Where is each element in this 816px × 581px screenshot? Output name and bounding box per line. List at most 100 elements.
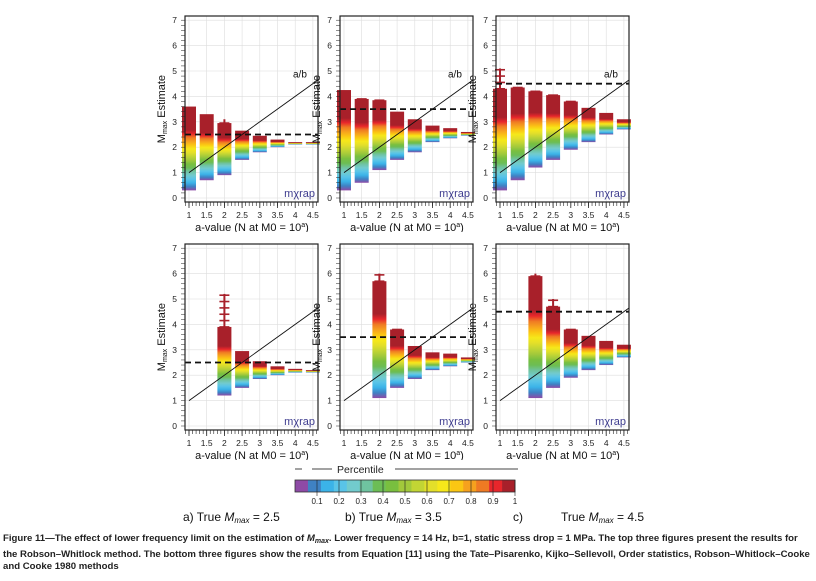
y-tick-label: 1 [483, 168, 488, 178]
x-axis-label: a-value (N at M0 = 10a) [506, 222, 620, 232]
label-prefix: True [561, 510, 589, 524]
x-tick-label: 3 [568, 438, 573, 448]
y-tick-label: 1 [172, 168, 177, 178]
percentile-bar [270, 366, 285, 376]
percentile-bar [354, 98, 369, 183]
x-tick-label: 3 [257, 438, 262, 448]
figure-caption: Figure 11—The effect of lower frequency … [3, 533, 811, 574]
a-over-b-line [499, 79, 630, 173]
colorbar-cell [450, 480, 464, 492]
x-tick-label: 4.5 [462, 438, 474, 448]
y-axis-label: Mmax Estimate [311, 303, 324, 371]
label-prefix: a) True [183, 510, 225, 524]
y-tick-label: 2 [327, 142, 332, 152]
a-over-b-label: a/b [604, 69, 618, 80]
percentile-bar [510, 87, 525, 181]
label-prefix: b) True [345, 510, 387, 524]
x-axis-label: a-value (N at M0 = 10a) [195, 450, 309, 460]
percentile-bar [581, 335, 596, 371]
plot-frame [339, 243, 474, 431]
y-tick-label: 7 [327, 15, 332, 25]
x-tick-label: 2 [222, 210, 227, 220]
x-axis-label: a-value (N at M0 = 10a) [506, 450, 620, 460]
y-tick-label: 7 [327, 243, 332, 253]
y-axis-label: Mmax Estimate [467, 75, 480, 143]
y-tick-label: 4 [483, 91, 488, 101]
colorbar-cell [320, 480, 335, 492]
y-tick-label: 0 [172, 421, 177, 431]
y-tick-label: 1 [172, 396, 177, 406]
label-m: M [224, 510, 235, 524]
x-tick-label: 1.5 [356, 438, 368, 448]
x-tick-label: 1.5 [512, 438, 524, 448]
plot-frame [495, 243, 630, 431]
x-tick-label: 1 [342, 438, 347, 448]
percentile-bar [581, 107, 596, 143]
x-tick-label: 3 [568, 210, 573, 220]
plot-frame [184, 243, 319, 431]
y-tick-label: 5 [483, 66, 488, 76]
percentile-bar [372, 100, 387, 171]
caption-text-rest: . Lower frequency = 14 Hz, b=1, static s… [3, 533, 810, 573]
x-tick-label: 4 [293, 210, 298, 220]
plot-frame [495, 15, 630, 203]
colorbar-cell [489, 480, 503, 492]
y-axis-label: Mmax Estimate [311, 75, 324, 143]
a-over-b-line [188, 307, 319, 401]
percentile-bar [252, 361, 267, 380]
x-tick-label: 1.5 [356, 210, 368, 220]
mxrap-watermark: mχrap [595, 188, 626, 200]
x-tick-label: 3.5 [272, 210, 284, 220]
percentile-colorbar: Percentile 0.1 0.2 0.3 0.4 0.5 0.6 0.7 0.8 0.9 1 [294, 464, 518, 506]
percentile-bar [407, 345, 422, 380]
column-label-b: b) True Mmax = 3.5 [345, 510, 442, 525]
x-tick-label: 1 [187, 210, 192, 220]
y-tick-label: 5 [483, 294, 488, 304]
x-tick-label: 3.5 [583, 210, 595, 220]
colorbar-tick-label: 0.1 [311, 497, 323, 506]
colorbar-cell [424, 480, 438, 492]
y-tick-label: 0 [483, 421, 488, 431]
x-tick-label: 2.5 [391, 210, 403, 220]
y-tick-label: 3 [483, 117, 488, 127]
y-tick-label: 7 [172, 15, 177, 25]
x-tick-label: 2 [222, 438, 227, 448]
colorbar-tick-label: 0.4 [377, 497, 389, 506]
y-tick-label: 3 [172, 117, 177, 127]
x-tick-label: 1.5 [201, 210, 213, 220]
y-tick-label: 2 [172, 142, 177, 152]
colorbar-tick-label: 1 [513, 497, 518, 506]
colorbar-cell [502, 480, 516, 492]
percentile-bar [443, 353, 458, 367]
percentile-bar [443, 128, 458, 139]
percentile-bar [217, 326, 232, 396]
percentile-bar [493, 88, 507, 191]
percentile-bar [407, 119, 422, 153]
percentile-title: Percentile [337, 464, 384, 476]
x-axis-label: a-value (N at M0 = 10a) [195, 222, 309, 232]
colorbar-cell [372, 480, 386, 492]
colorbar-cell [307, 480, 322, 492]
y-tick-label: 7 [483, 243, 488, 253]
y-tick-label: 5 [327, 294, 332, 304]
x-tick-label: 3 [412, 210, 417, 220]
x-tick-label: 3 [257, 210, 262, 220]
mxrap-watermark: mχrap [439, 188, 470, 200]
colorbar-tick-label: 0.3 [355, 497, 367, 506]
percentile-bar [546, 95, 561, 160]
caption-m: M [306, 533, 315, 544]
label-prefix: c) [513, 510, 523, 524]
label-m: M [386, 510, 397, 524]
y-tick-label: 3 [483, 345, 488, 355]
x-tick-label: 2.5 [236, 210, 248, 220]
percentile-bar [217, 123, 232, 176]
colorbar-tick-label: 0.9 [487, 497, 499, 506]
percentile-bar [425, 125, 440, 143]
colorbar-tick-label: 0.5 [399, 497, 411, 506]
x-tick-label: 2 [377, 210, 382, 220]
x-tick-label: 2.5 [547, 210, 559, 220]
